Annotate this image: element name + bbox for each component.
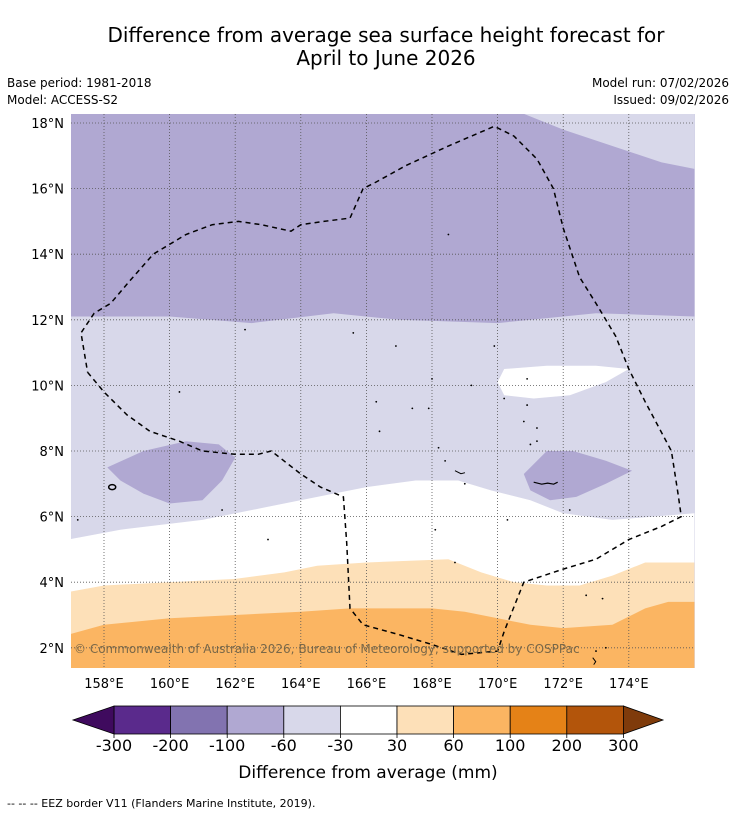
island-15 [444, 459, 447, 462]
lon-label-168: 168°E [412, 677, 452, 692]
island-8 [503, 397, 506, 400]
issued-date: Issued: 09/02/2026 [613, 93, 729, 107]
island-29 [221, 509, 223, 511]
colorbar-bin-0 [113, 705, 171, 735]
lat-label-18: 18°N [31, 117, 64, 132]
island-27 [378, 430, 381, 433]
atoll-east [533, 481, 558, 485]
model-name: Model: ACCESS-S2 [7, 93, 119, 107]
colorbar-label: Difference from average (mm) [238, 763, 497, 783]
colorbar-bin-3 [283, 705, 341, 735]
colorbar-bin-8 [566, 705, 624, 735]
band-minus100-minus60-north [71, 114, 695, 324]
lon-label-170: 170°E [478, 677, 518, 692]
island-31 [526, 404, 529, 406]
island-9 [375, 400, 378, 403]
lat-label-16: 16°N [31, 183, 64, 198]
model-run: Model run: 07/02/2026 [591, 76, 729, 90]
lat-label-12: 12°N [31, 314, 64, 329]
lon-label-164: 164°E [281, 677, 321, 692]
island-16 [463, 482, 466, 485]
latitude-labels: 18°N 16°N 14°N 12°N 10°N 8°N 6°N 4°N 2°N [31, 117, 64, 657]
colorbar-tick-label-5: 30 [387, 736, 407, 755]
lon-label-174: 174°E [609, 677, 649, 692]
base-period: Base period: 1981-2018 [7, 76, 152, 90]
lon-label-158: 158°E [84, 677, 124, 692]
atoll-center [454, 470, 466, 475]
colorbar-bin-6 [453, 705, 511, 735]
colorbar-tick-label-0: -300 [96, 736, 132, 755]
eez-legend-note: -- -- -- EEZ border V11 (Flanders Marine… [7, 797, 316, 810]
colorbar-tick-label-8: 200 [552, 736, 583, 755]
colorbar: -300 -200 -100 -60 -30 30 60 100 200 300 [71, 705, 665, 755]
chart-title-line-2: April to June 2026 [296, 46, 476, 70]
colorbar-extend-low [71, 705, 115, 735]
lat-label-8: 8°N [40, 445, 65, 460]
colorbar-tick-label-9: 300 [608, 736, 639, 755]
island-20 [267, 538, 269, 541]
lon-label-166: 166°E [347, 677, 387, 692]
island-19 [434, 528, 437, 531]
island-30 [76, 518, 79, 521]
atoll-west [107, 483, 117, 491]
island-32 [529, 443, 532, 446]
colorbar-extend-high [623, 705, 665, 735]
islands [76, 233, 607, 665]
lat-label-2: 2°N [40, 642, 65, 657]
island-18 [506, 518, 509, 521]
island-1 [244, 328, 246, 331]
colorbar-bin-2 [226, 705, 285, 735]
lon-label-172: 172°E [543, 677, 583, 692]
graticule [71, 114, 695, 668]
lat-label-6: 6°N [40, 511, 65, 526]
colorbar-bin-4 [339, 705, 398, 735]
lat-label-4: 4°N [40, 576, 65, 591]
patch-near-average [497, 365, 629, 399]
colorbar-bin-1 [170, 705, 228, 735]
band-60-100 [71, 601, 695, 668]
island-4 [493, 345, 496, 347]
lon-label-162: 162°E [215, 677, 255, 692]
atoll-south [592, 657, 597, 665]
island-13 [536, 427, 538, 429]
lat-label-10: 10°N [31, 379, 64, 394]
island-7 [470, 384, 473, 387]
island-26 [447, 233, 450, 236]
island-17 [568, 509, 571, 511]
colorbar-tick-label-6: 60 [443, 736, 463, 755]
island-6 [431, 377, 433, 380]
island-25 [604, 646, 607, 649]
patch-northeast-minus60-minus30 [524, 114, 695, 169]
island-22 [585, 594, 588, 597]
chart-title-line-1: Difference from average sea surface heig… [107, 23, 665, 47]
island-14 [536, 440, 538, 443]
island-12 [522, 420, 525, 423]
patch-east-minus100-minus60 [523, 451, 633, 501]
island-28 [437, 446, 440, 449]
colorbar-tick-label-4: -30 [327, 736, 353, 755]
island-3 [395, 345, 397, 347]
copyright-text: © Commonwealth of Australia 2026, Bureau… [74, 642, 580, 656]
colorbar-bin-5 [396, 705, 454, 735]
island-21 [454, 561, 456, 564]
island-0 [178, 391, 181, 393]
island-24 [595, 650, 597, 652]
colorbar-bin-7 [509, 705, 568, 735]
colorbar-tick-label-3: -60 [271, 736, 297, 755]
patch-west-minus100-minus60 [107, 441, 236, 504]
colorbar-tick-label-1: -200 [152, 736, 188, 755]
island-10 [411, 407, 414, 410]
colorbar-tick-label-7: 100 [495, 736, 526, 755]
island-23 [601, 597, 604, 600]
lon-label-160: 160°E [150, 677, 190, 692]
lat-label-14: 14°N [31, 248, 64, 263]
eez-border [80, 125, 683, 656]
longitude-labels: 158°E 160°E 162°E 164°E 166°E 168°E 170°E 172°E… [84, 677, 648, 692]
island-2 [352, 332, 355, 334]
colorbar-tick-label-2: -100 [209, 736, 245, 755]
island-5 [526, 377, 529, 380]
island-11 [427, 407, 430, 410]
